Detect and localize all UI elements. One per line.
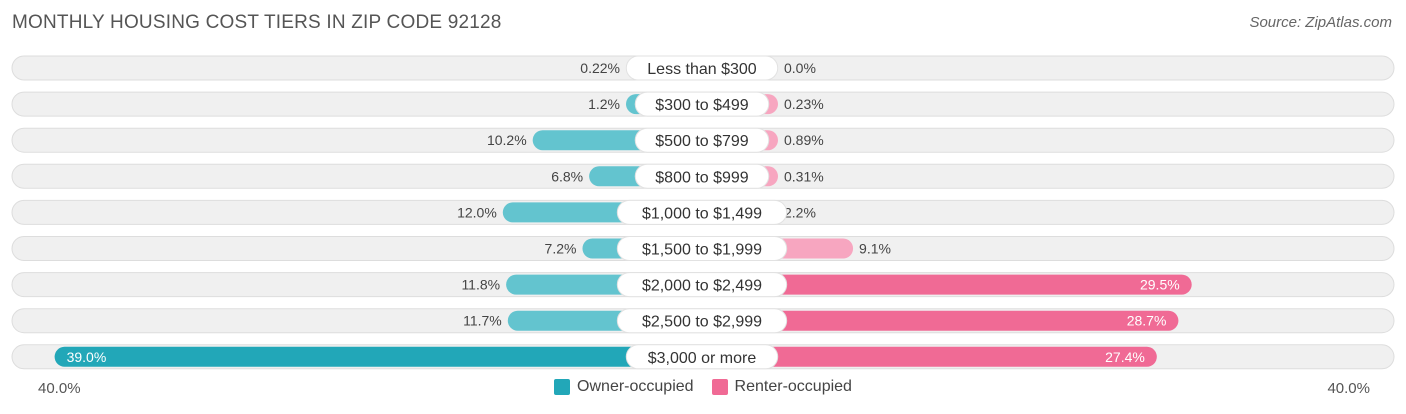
renter-bar <box>702 274 1192 295</box>
owner-bar <box>54 346 703 367</box>
renter-value-label: 28.7% <box>1127 313 1167 329</box>
renter-value-label: 2.2% <box>784 204 816 220</box>
axis-label-left: 40.0% <box>38 380 81 397</box>
category-label: $1,000 to $1,499 <box>642 205 762 222</box>
category-pill <box>634 127 770 153</box>
renter-value-label: 0.23% <box>784 96 824 112</box>
category-pill <box>625 344 779 370</box>
category-pill <box>634 91 770 117</box>
legend-swatch-owner <box>554 379 571 395</box>
category-label: $1,500 to $1,999 <box>642 242 762 259</box>
source-credit: Source: ZipAtlas.com <box>1249 14 1392 31</box>
renter-value-label: 29.5% <box>1140 277 1180 293</box>
owner-value-label: 12.0% <box>457 204 497 220</box>
category-label: $2,500 to $2,999 <box>642 314 762 331</box>
renter-bar <box>702 346 1157 367</box>
owner-value-label: 39.0% <box>67 349 107 365</box>
legend-label-owner: Owner-occupied <box>577 378 694 395</box>
category-pill <box>616 236 788 261</box>
category-pill <box>616 199 788 225</box>
renter-value-label: 27.4% <box>1105 349 1145 365</box>
owner-value-label: 6.8% <box>551 168 583 184</box>
category-label: $2,000 to $2,499 <box>642 278 762 295</box>
owner-value-label: 10.2% <box>487 132 527 148</box>
category-label: Less than $300 <box>647 61 757 78</box>
category-pill <box>634 163 770 189</box>
axis-label-right: 40.0% <box>1327 380 1370 397</box>
category-label: $3,000 or more <box>648 350 757 367</box>
owner-value-label: 11.8% <box>461 277 500 293</box>
category-pill <box>625 55 779 81</box>
category-pill <box>616 272 788 298</box>
category-label: $300 to $499 <box>655 97 749 114</box>
legend-item-renter: Renter-occupied <box>711 378 852 396</box>
chart-title: MONTHLY HOUSING COST TIERS IN ZIP CODE 9… <box>12 12 502 33</box>
category-pill <box>616 308 788 334</box>
owner-value-label: 7.2% <box>545 241 577 257</box>
owner-value-label: 1.2% <box>588 96 620 112</box>
category-label: $500 to $799 <box>655 133 749 150</box>
owner-value-label: 11.7% <box>463 313 502 329</box>
legend-swatch-renter <box>711 379 728 395</box>
owner-value-label: 0.22% <box>580 60 620 76</box>
renter-value-label: 0.0% <box>784 60 816 76</box>
renter-value-label: 0.89% <box>784 132 824 148</box>
renter-bar <box>702 310 1179 331</box>
category-label: $800 to $999 <box>655 169 749 186</box>
legend-label-renter: Renter-occupied <box>734 378 852 395</box>
legend-item-owner: Owner-occupied <box>554 378 694 396</box>
renter-value-label: 0.31% <box>784 168 824 184</box>
renter-value-label: 9.1% <box>859 241 891 257</box>
legend: Owner-occupied Renter-occupied <box>0 378 1406 396</box>
